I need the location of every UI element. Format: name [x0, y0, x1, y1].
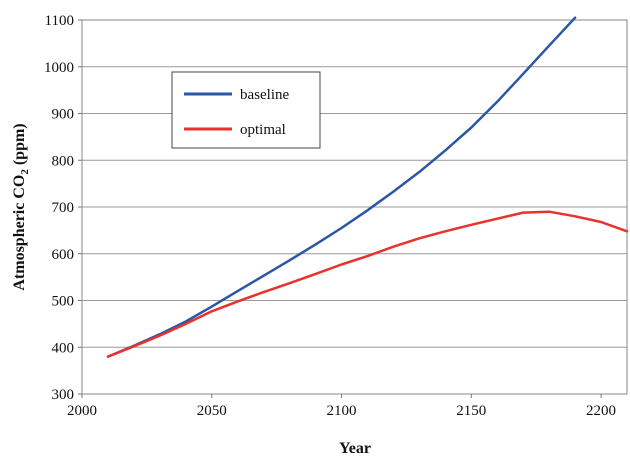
grid-lines	[78, 19, 627, 398]
legend: baseline optimal	[171, 71, 321, 149]
y-axis-title: Atmospheric CO2 (ppm)	[11, 123, 31, 290]
series-layer	[106, 16, 629, 358]
y-axis-title-unit: (ppm)	[11, 123, 28, 169]
x-tick-label-2050: 2050	[197, 403, 227, 419]
y-tick-label-300: 300	[52, 387, 75, 403]
series-line-baseline	[106, 16, 577, 358]
y-tick-label-1000: 1000	[44, 60, 74, 76]
y-tick-label-600: 600	[52, 247, 75, 263]
x-tick-label-2100: 2100	[327, 403, 357, 419]
y-tick-label-1100: 1100	[45, 13, 74, 29]
y-axis-title-subscript: 2	[19, 169, 31, 175]
legend-label-baseline: baseline	[240, 87, 289, 103]
x-tick-labels: 2000 2050 2100 2150 2200	[67, 403, 616, 419]
legend-box	[171, 71, 321, 149]
legend-label-optimal: optimal	[240, 122, 286, 138]
y-tick-label-400: 400	[52, 340, 75, 356]
y-tick-label-800: 800	[52, 153, 75, 169]
series-line-optimal	[106, 210, 629, 358]
y-tick-label-500: 500	[52, 294, 75, 310]
y-tick-label-700: 700	[52, 200, 75, 216]
x-tick-label-2000: 2000	[67, 403, 97, 419]
x-tick-label-2200: 2200	[586, 403, 616, 419]
x-tick-label-2150: 2150	[456, 403, 486, 419]
y-tick-label-900: 900	[52, 107, 75, 123]
y-tick-labels: 300 400 500 600 700 800 900 1000 1100	[44, 13, 74, 403]
x-axis-title: Year	[339, 440, 371, 457]
